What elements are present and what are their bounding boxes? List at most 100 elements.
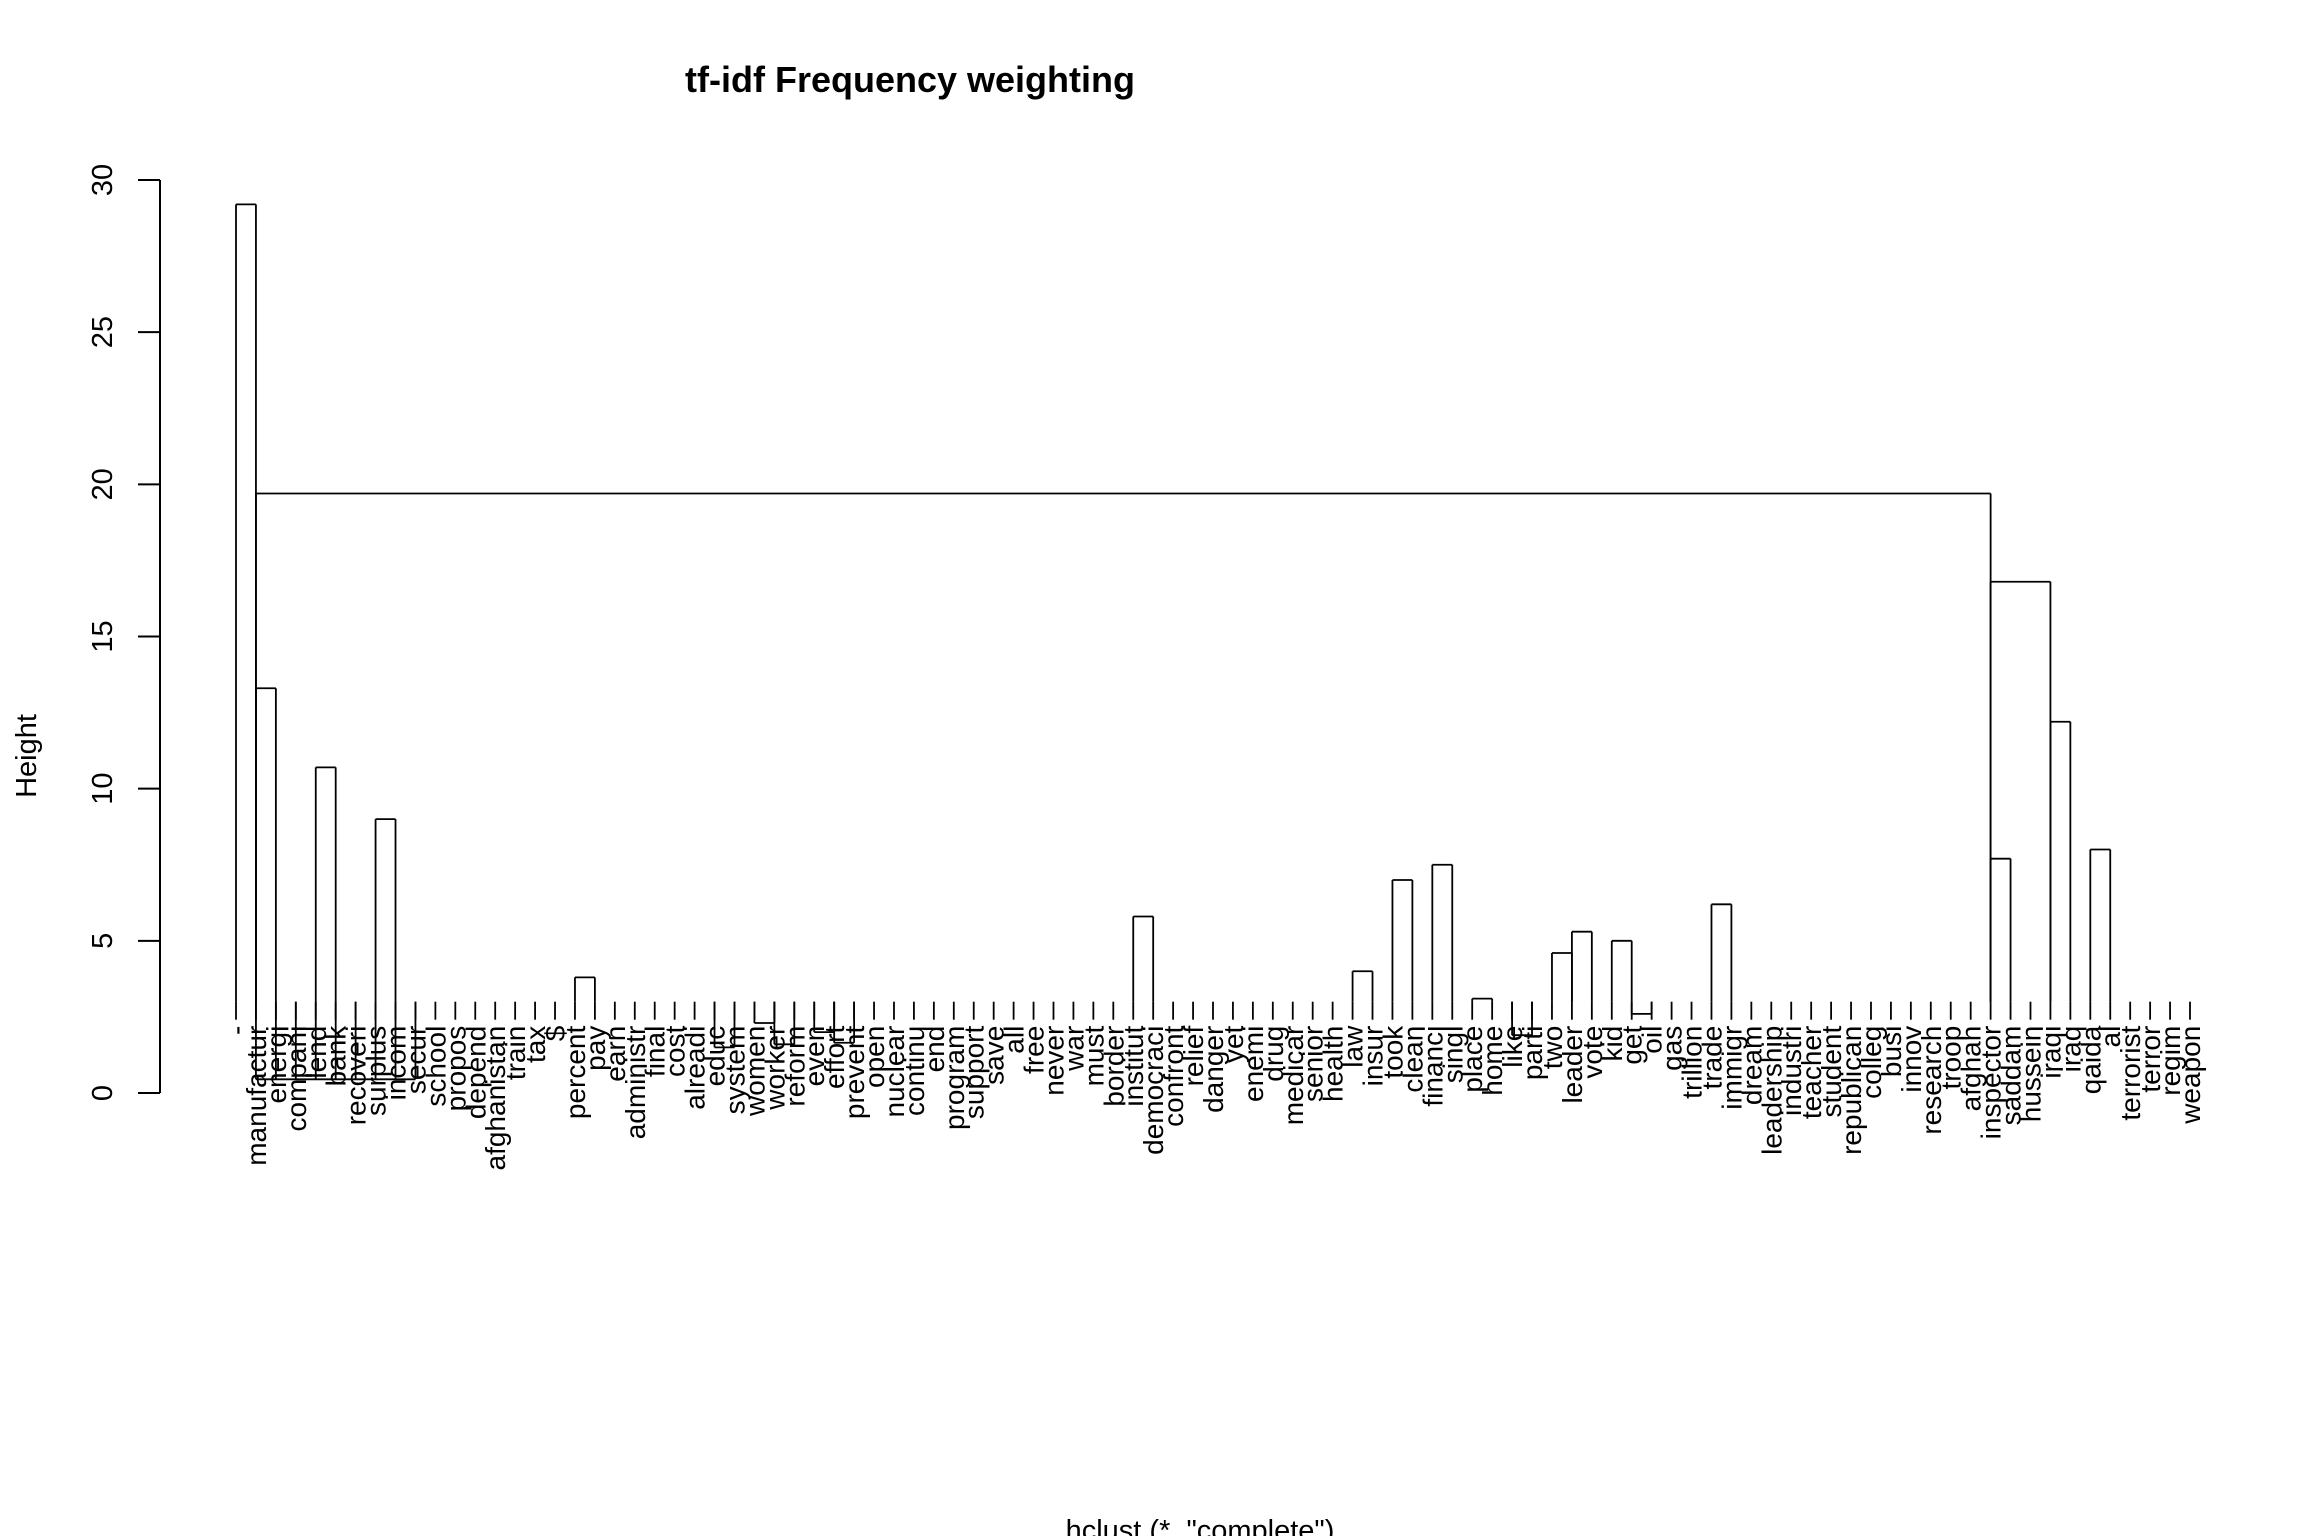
leaf-label: afghan bbox=[1956, 1026, 1987, 1112]
leaf-label: confront bbox=[1158, 1025, 1189, 1126]
leaf-label: enemi bbox=[1238, 1026, 1269, 1102]
leaf-label: inspector bbox=[1976, 1026, 2007, 1140]
leaf-label: relief bbox=[1178, 1025, 1209, 1086]
leaf-label: parti bbox=[1517, 1026, 1548, 1080]
leaf-label: continu bbox=[899, 1026, 930, 1116]
leaf-label: institut bbox=[1118, 1025, 1149, 1106]
leaf-label: afghanistan bbox=[480, 1026, 511, 1171]
leaf-label: innov bbox=[1896, 1026, 1927, 1093]
leaf-label: tax bbox=[520, 1026, 551, 1063]
leaf-label: busi bbox=[1876, 1026, 1907, 1077]
leaf-label: $ bbox=[540, 1025, 571, 1041]
leaf-label: hussein bbox=[2015, 1026, 2046, 1123]
leaf-label: place bbox=[1457, 1026, 1488, 1093]
leaf-label: recoveri bbox=[341, 1026, 372, 1126]
leaf-label: get bbox=[1617, 1025, 1648, 1064]
leaf-label: women bbox=[739, 1026, 770, 1117]
leaf-label: never bbox=[1038, 1026, 1069, 1096]
y-tick-label: 5 bbox=[87, 933, 119, 949]
leaf-label: drug bbox=[1258, 1026, 1289, 1082]
leaf-label: manufactur bbox=[241, 1026, 272, 1166]
leaf-label: democraci bbox=[1138, 1026, 1169, 1155]
leaf-label: colleg bbox=[1856, 1026, 1887, 1099]
leaf-label: two bbox=[1537, 1026, 1568, 1070]
leaf-labels: -manufacturenergicompanilendbankrecoveri… bbox=[221, 1025, 2206, 1171]
leaf-label: program bbox=[939, 1026, 970, 1130]
leaf-label: support bbox=[959, 1025, 990, 1119]
leaf-label: all bbox=[999, 1026, 1030, 1054]
leaf-label: lend bbox=[301, 1026, 332, 1079]
leaf-label: republican bbox=[1836, 1026, 1867, 1155]
leaf-label: prevent bbox=[839, 1025, 870, 1119]
leaf-label: trade bbox=[1696, 1026, 1727, 1090]
leaf-label: teacher bbox=[1796, 1026, 1827, 1119]
leaf-label: took bbox=[1377, 1025, 1408, 1079]
leaf-label: secur bbox=[400, 1026, 431, 1094]
leaf-label: administr bbox=[620, 1026, 651, 1140]
leaf-label: alreadi bbox=[680, 1026, 711, 1110]
y-tick-label: 30 bbox=[87, 164, 119, 196]
leaf-label: law bbox=[1338, 1025, 1369, 1068]
leaf-label: end bbox=[919, 1026, 950, 1073]
leaf-label: percent bbox=[560, 1025, 591, 1119]
leaf-label: leadership bbox=[1756, 1026, 1787, 1155]
leaf-label: singl bbox=[1437, 1026, 1468, 1084]
leaf-label: iraq bbox=[2055, 1026, 2086, 1073]
leaf-label: oil bbox=[1637, 1026, 1668, 1054]
leaf-label: leader bbox=[1557, 1026, 1588, 1104]
y-tick-label: 25 bbox=[87, 316, 119, 348]
leaf-label: border bbox=[1098, 1026, 1129, 1107]
leaf-label: medicar bbox=[1278, 1026, 1309, 1126]
leaf-label: earn bbox=[600, 1026, 631, 1082]
leaf-label: - bbox=[221, 1026, 252, 1035]
leaf-label: weapon bbox=[2175, 1026, 2206, 1125]
leaf-label: compani bbox=[281, 1026, 312, 1132]
leaf-label: financi bbox=[1417, 1026, 1448, 1107]
y-tick-label: 15 bbox=[87, 620, 119, 652]
y-tick-label: 10 bbox=[87, 773, 119, 805]
leaf-label: health bbox=[1318, 1026, 1349, 1102]
leaf-label: clean bbox=[1397, 1026, 1428, 1093]
leaf-label: pay bbox=[580, 1026, 611, 1071]
leaf-label: troop bbox=[1936, 1026, 1967, 1090]
leaf-label: student bbox=[1816, 1025, 1847, 1117]
x-axis-label: hclust (*, "complete") bbox=[1066, 1515, 1335, 1536]
leaf-label: like bbox=[1497, 1026, 1528, 1068]
leaf-label: incom bbox=[381, 1026, 412, 1101]
leaf-label: immigr bbox=[1716, 1026, 1747, 1110]
leaf-label: depend bbox=[460, 1026, 491, 1119]
leaf-label: regim bbox=[2155, 1026, 2186, 1096]
leaf-label: iraqi bbox=[2035, 1026, 2066, 1079]
leaf-label: worker bbox=[759, 1026, 790, 1111]
leaf-label: propos bbox=[440, 1026, 471, 1112]
leaf-label: nuclear bbox=[879, 1026, 910, 1118]
leaf-label: kid bbox=[1597, 1026, 1628, 1062]
leaf-label: trillion bbox=[1677, 1026, 1708, 1099]
leaf-label: danger bbox=[1198, 1026, 1229, 1113]
leaf-label: senior bbox=[1298, 1026, 1329, 1102]
leaf-label: war bbox=[1058, 1026, 1089, 1072]
leaf-label: gas bbox=[1657, 1026, 1688, 1071]
leaf-label: reform bbox=[779, 1026, 810, 1107]
leaf-label: system bbox=[719, 1026, 750, 1115]
leaf-label: free bbox=[1019, 1026, 1050, 1074]
leaf-label: qaida bbox=[2075, 1025, 2106, 1094]
y-tick-label: 20 bbox=[87, 468, 119, 500]
leaf-label: school bbox=[420, 1026, 451, 1107]
leaf-label: final bbox=[640, 1026, 671, 1077]
y-axis: 0 5 10 15 20 25 30 bbox=[87, 164, 161, 1101]
leaf-label: terrorist bbox=[2115, 1025, 2146, 1120]
leaf-label: energi bbox=[261, 1026, 292, 1104]
dendrogram-tree bbox=[235, 203, 2191, 1081]
leaf-label: even bbox=[799, 1026, 830, 1087]
leaf-label: train bbox=[500, 1026, 531, 1080]
leaf-label: saddam bbox=[1996, 1026, 2027, 1126]
leaf-label: educ bbox=[700, 1026, 731, 1087]
y-axis-label: Height bbox=[11, 714, 43, 798]
leaf-label: save bbox=[979, 1026, 1010, 1085]
leaf-label: research bbox=[1916, 1026, 1947, 1135]
leaf-label: yet bbox=[1218, 1025, 1249, 1063]
leaf-label: cost bbox=[660, 1025, 691, 1077]
leaf-label: open bbox=[859, 1026, 890, 1088]
